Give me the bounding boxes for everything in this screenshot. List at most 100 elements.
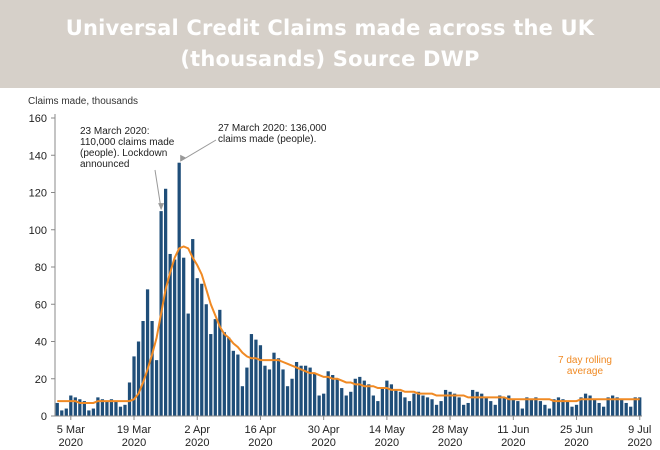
x-tick-year: 2020 (59, 437, 83, 449)
claims-bar (466, 402, 470, 416)
claims-bar (209, 334, 213, 416)
claims-bar (114, 401, 118, 416)
claims-bar (394, 389, 398, 416)
y-tick-label: 140 (29, 150, 47, 162)
x-tick-year: 2020 (564, 437, 588, 449)
claims-bar (412, 393, 416, 416)
claims-bar (574, 404, 579, 416)
claims-bar (141, 321, 145, 416)
claims-bar (601, 406, 606, 416)
claims-bar (615, 397, 619, 416)
annotation-peak-arrow (180, 139, 217, 162)
annotation-peak-arrowhead (180, 154, 187, 162)
claims-bar (344, 395, 348, 416)
claims-bar (299, 365, 303, 416)
x-tick-label: 30 Apr (308, 424, 340, 436)
claims-bar (516, 401, 520, 416)
claims-bar (389, 384, 394, 416)
claims-bar (398, 391, 403, 416)
annotation-lockdown-arrow (154, 169, 162, 210)
claims-bar (55, 402, 59, 416)
claims-bar (367, 384, 371, 416)
claims-bar (611, 395, 615, 416)
claims-bar (258, 345, 263, 416)
claims-bar (543, 404, 547, 416)
claims-bar (64, 408, 68, 416)
claims-bar (285, 386, 290, 416)
claims-bar (633, 397, 637, 416)
rolling-average-line (57, 245, 640, 404)
claims-bar (349, 391, 353, 416)
x-tick-label: 19 Mar (117, 424, 152, 436)
chart-title-banner: Universal Credit Claims made across the … (0, 0, 660, 88)
claims-bar (638, 397, 642, 416)
claims-bar (136, 341, 141, 416)
claims-bar (227, 337, 231, 416)
claims-bar (254, 339, 258, 416)
claims-bar (561, 399, 565, 416)
claims-bar (457, 397, 461, 416)
annotation-lockdown-text: 110,000 claims made (80, 137, 175, 148)
y-tick-label: 160 (29, 113, 47, 125)
annotations: 23 March 2020:110,000 claims made(people… (80, 123, 327, 211)
claims-bar (416, 391, 421, 416)
x-tick-label: 2 Apr (184, 424, 210, 436)
claims-bar (570, 406, 574, 416)
claims-bar (177, 162, 181, 416)
claims-bar (376, 401, 380, 416)
claims-bar (231, 350, 235, 416)
claims-bar (195, 278, 199, 416)
claims-bar (425, 397, 430, 416)
claims-bar (439, 401, 443, 416)
rolling-average-label-line-2: average (567, 366, 604, 377)
claims-bar (281, 369, 285, 416)
x-tick-label: 28 May (432, 424, 469, 436)
claims-bar (371, 395, 375, 416)
x-tick-label: 9 Jul (628, 424, 651, 436)
claims-bar (150, 321, 154, 416)
claims-bar (588, 395, 592, 416)
claims-bar (629, 406, 633, 416)
claims-bar (294, 361, 299, 416)
claims-bar (624, 402, 628, 416)
claims-bar (222, 332, 226, 416)
claims-bar (592, 399, 597, 416)
annotation-peak-text: 27 March 2020: 136,000 (218, 123, 327, 134)
claims-bar (335, 378, 339, 416)
annotation-lockdown-text: (people). Lockdown (80, 148, 167, 159)
claims-bar (322, 393, 326, 416)
claims-bar (245, 367, 249, 416)
claims-bar (511, 399, 515, 416)
x-tick-label: 25 Jun (560, 424, 593, 436)
claims-bar (105, 401, 109, 416)
claims-bar (267, 369, 272, 416)
claims-bar (421, 395, 425, 416)
claims-bar (218, 309, 222, 416)
claims-bar (475, 391, 479, 416)
claims-bar (606, 397, 610, 416)
claims-bar (534, 397, 538, 416)
claims-bar (502, 397, 506, 416)
y-tick-label: 0 (41, 411, 47, 423)
rolling-average-label-line-1: 7 day rolling (558, 355, 612, 366)
claims-bar (78, 399, 82, 416)
claims-bar (168, 253, 172, 416)
claims-bar (583, 393, 588, 416)
claims-bar (529, 399, 533, 416)
x-tick-year: 2020 (628, 437, 652, 449)
x-tick-year: 2020 (438, 437, 462, 449)
claims-bar (249, 334, 254, 416)
claims-bar (100, 399, 105, 416)
annotation-lockdown-arrowhead (158, 203, 165, 211)
x-tick-year: 2020 (375, 437, 399, 449)
claims-bar (331, 375, 335, 416)
claims-bar (443, 389, 448, 416)
claims-bar (213, 319, 217, 416)
claims-bar (118, 406, 123, 416)
claims-bar (263, 365, 267, 416)
claims-bar (191, 239, 195, 416)
claims-bar (313, 373, 317, 416)
y-axis: 0 20 40 60 80 100 120 140 160 (29, 113, 56, 423)
claims-bar (448, 391, 452, 416)
